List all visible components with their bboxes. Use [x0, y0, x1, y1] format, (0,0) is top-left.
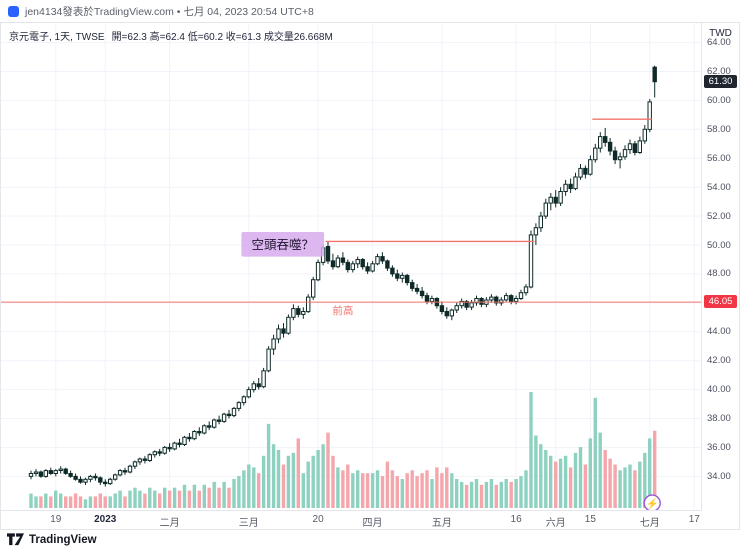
time-tick-label: 三月	[238, 518, 259, 529]
note-box-text: 空頭吞噬？	[251, 237, 314, 252]
price-tick-label: 54.00	[707, 181, 731, 193]
lightning-emoji-sticker[interactable]: ⚡	[643, 494, 661, 510]
price-tick-label: 56.00	[707, 152, 731, 164]
previous-high-line[interactable]: 前高	[1, 301, 702, 317]
time-tick-label: 17	[688, 514, 700, 525]
attribution-text: jen4134發表於TradingView.com • 七月 04, 2023 …	[25, 5, 314, 18]
chart-area: 前高 空頭吞噬？ ⚡ 京元電子, 1天, TWSE 開=62.3 高=62.4 低=6…	[0, 22, 740, 530]
time-tick-label: 五月	[431, 518, 452, 529]
footer-brand[interactable]: TradingView	[29, 533, 97, 546]
grid-lines	[1, 23, 702, 510]
price-tick-label: 36.00	[707, 441, 731, 453]
time-tick-label: 四月	[362, 518, 383, 529]
attribution-bar: jen4134發表於TradingView.com • 七月 04, 2023 …	[0, 0, 740, 22]
symbol-info[interactable]: 京元電子, 1天, TWSE	[9, 32, 105, 43]
price-tick-label: 38.00	[707, 413, 731, 425]
price-axis[interactable]: TWD 61.30 46.05 64.00 62.00 60.00 58.00 56.0…	[701, 23, 739, 511]
lightning-icon: ⚡	[646, 497, 658, 510]
chart-legend[interactable]: 京元電子, 1天, TWSE 開=62.3 高=62.4 低=60.2 收=61.…	[9, 28, 333, 43]
price-tick-label: 50.00	[707, 239, 731, 251]
line-price-badge: 46.05	[704, 295, 737, 309]
price-tick-label: 64.00	[707, 37, 731, 49]
price-tick-label: 40.00	[707, 384, 731, 396]
time-tick-label: 15	[584, 514, 596, 525]
tradingview-logo-icon[interactable]	[7, 532, 24, 547]
previous-high-label: 前高	[332, 304, 353, 317]
price-tick-label: 34.00	[707, 470, 731, 482]
price-tick-label: 48.00	[707, 268, 731, 280]
volume-bars	[29, 392, 657, 508]
tradingview-mini-logo-icon	[8, 5, 19, 17]
candlestick-chart[interactable]: 前高 空頭吞噬？ ⚡	[1, 23, 702, 510]
time-tick-label: 16	[510, 514, 522, 525]
price-tick-label: 62.00	[707, 65, 731, 77]
time-tick-label: 19	[50, 514, 62, 525]
time-tick-label: 六月	[545, 518, 566, 529]
currency-label: TWD	[709, 28, 732, 39]
time-axis[interactable]: 19 2023 二月 三月 20 四月 五月 16 六月 15 七月 17	[1, 510, 702, 529]
price-tick-label: 52.00	[707, 210, 731, 222]
footer: TradingView	[0, 530, 740, 549]
price-tick-label: 60.00	[707, 94, 731, 106]
price-tick-label: 42.00	[707, 355, 731, 367]
time-tick-label: 二月	[159, 518, 180, 529]
price-tick-label: 44.00	[707, 326, 731, 338]
price-tick-label: 58.00	[707, 123, 731, 135]
ohlcv-values: 開=62.3 高=62.4 低=60.2 收=61.3 成交量26.668M	[111, 32, 333, 43]
time-tick-label: 2023	[94, 514, 117, 525]
time-tick-label: 七月	[639, 518, 660, 529]
note-box[interactable]: 空頭吞噬？	[241, 232, 325, 257]
last-price-badge: 61.30	[704, 74, 737, 88]
time-tick-label: 20	[312, 514, 324, 525]
